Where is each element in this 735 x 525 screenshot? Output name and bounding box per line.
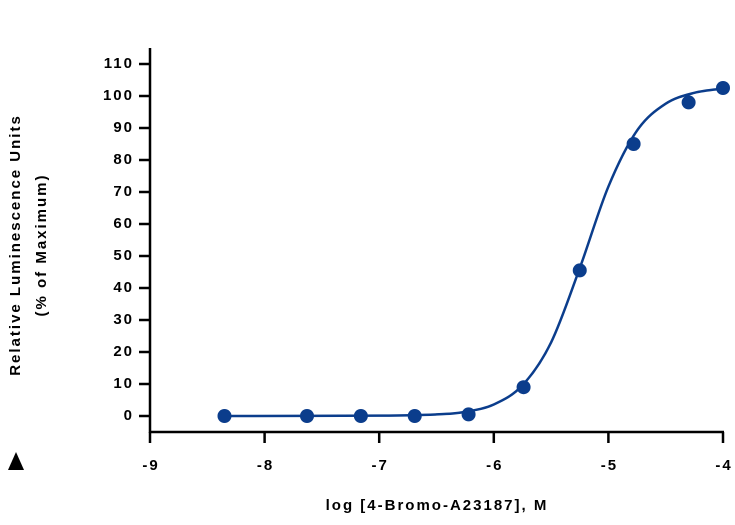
legend-marker (8, 452, 24, 470)
x-tick-label: -4 (715, 457, 732, 474)
y-axis-label: (% of Maximum) (33, 173, 50, 316)
y-tick-label: 20 (113, 343, 134, 360)
x-tick-label: -9 (142, 457, 159, 474)
x-tick-label: -8 (257, 457, 274, 474)
data-point (716, 81, 730, 95)
y-tick-label: 10 (113, 375, 134, 392)
y-axis-label: Relative Luminescence Units (7, 114, 24, 376)
fit-curve (224, 87, 724, 418)
x-tick-label: -7 (372, 457, 389, 474)
data-point (217, 409, 232, 423)
data-point (572, 263, 587, 278)
y-tick-label: 100 (103, 87, 134, 104)
data-point (300, 409, 315, 423)
x-tick-label: -5 (601, 457, 618, 474)
data-point (353, 409, 368, 423)
x-axis-label: log [4-Bromo-A23187], M (326, 497, 549, 514)
y-tick-label: 70 (113, 183, 134, 200)
data-point (516, 380, 531, 395)
x-tick-label: -6 (486, 457, 503, 474)
y-tick-label: 110 (104, 55, 134, 72)
y-tick-label: 80 (113, 151, 134, 168)
y-tick-label: 0 (124, 407, 134, 424)
y-tick-label: 30 (113, 311, 134, 328)
y-tick-label: 40 (113, 279, 134, 296)
y-tick-label: 90 (113, 119, 134, 136)
data-point (681, 95, 696, 110)
data-point (407, 409, 422, 423)
y-tick-label: 60 (113, 215, 134, 232)
y-tick-label: 50 (113, 247, 134, 264)
data-point (461, 407, 476, 422)
data-point (626, 137, 641, 151)
